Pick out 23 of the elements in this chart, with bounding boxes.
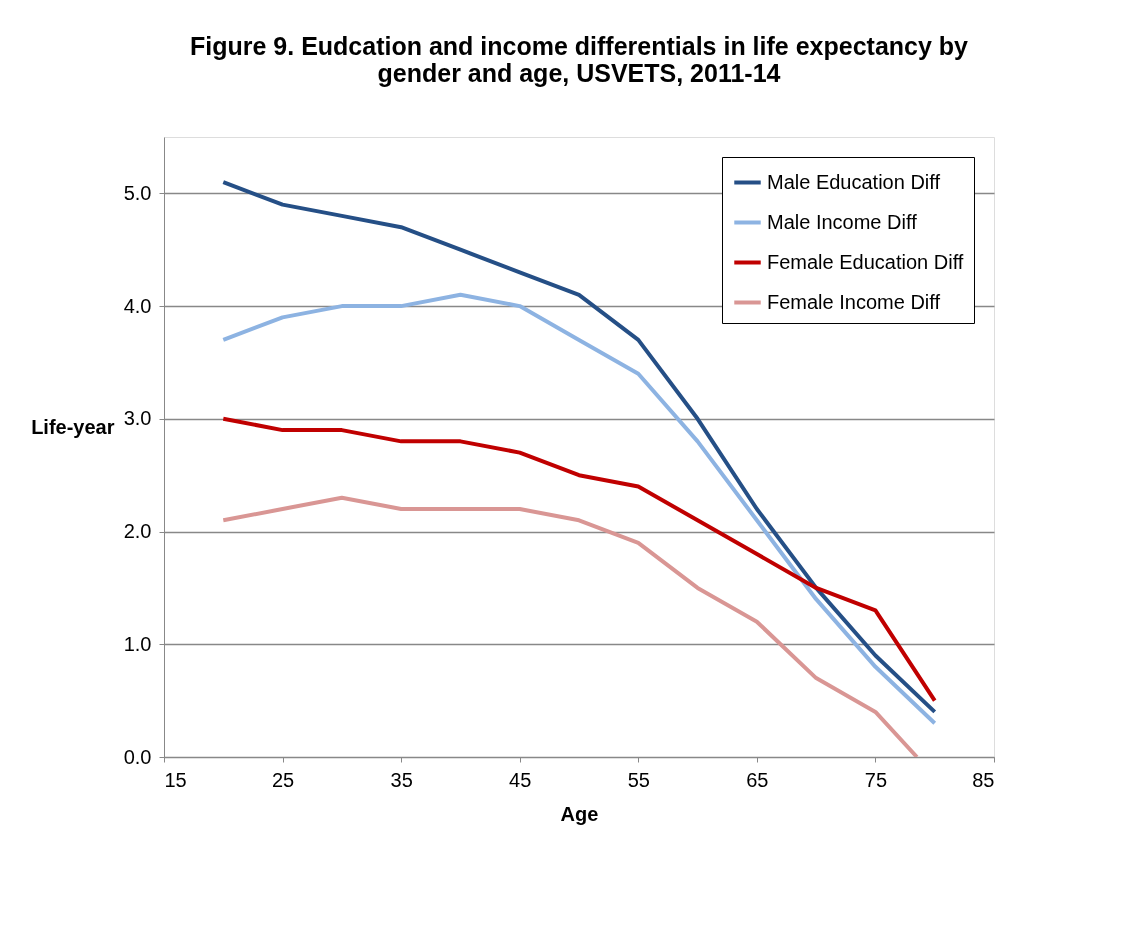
legend-label: Female Income Diff xyxy=(767,290,941,313)
x-tick-label: 45 xyxy=(509,768,532,791)
x-axis-title: Age xyxy=(560,802,599,825)
x-tick-label: 15 xyxy=(164,768,187,791)
y-tick-label: 4.0 xyxy=(123,294,152,317)
chart-title: Figure 9. Eudcation and income differentials in life expectancy by gender and age, USVETS, 2011-14 xyxy=(190,32,969,87)
legend-label: Female Education Diff xyxy=(767,250,964,273)
x-tick-label: 65 xyxy=(746,768,769,791)
y-tick-label: 1.0 xyxy=(123,632,152,655)
x-tick-label: 35 xyxy=(390,768,413,791)
line-series xyxy=(221,495,919,757)
legend-label: Male Education Diff xyxy=(767,170,941,193)
y-tick-label: 0.0 xyxy=(123,745,152,768)
x-tick-label: 25 xyxy=(271,768,295,791)
line-series xyxy=(221,416,937,703)
x-tick-label: 55 xyxy=(627,768,650,791)
y-tick-label: 5.0 xyxy=(123,181,152,204)
y-tick-label: 2.0 xyxy=(123,520,152,543)
x-tick-label: 75 xyxy=(864,768,888,791)
legend-label: Male Income Diff xyxy=(767,210,918,233)
x-tick-label: 85 xyxy=(972,768,995,791)
y-axis-title: Life-year xyxy=(31,415,115,438)
y-tick-label: 3.0 xyxy=(123,407,152,430)
